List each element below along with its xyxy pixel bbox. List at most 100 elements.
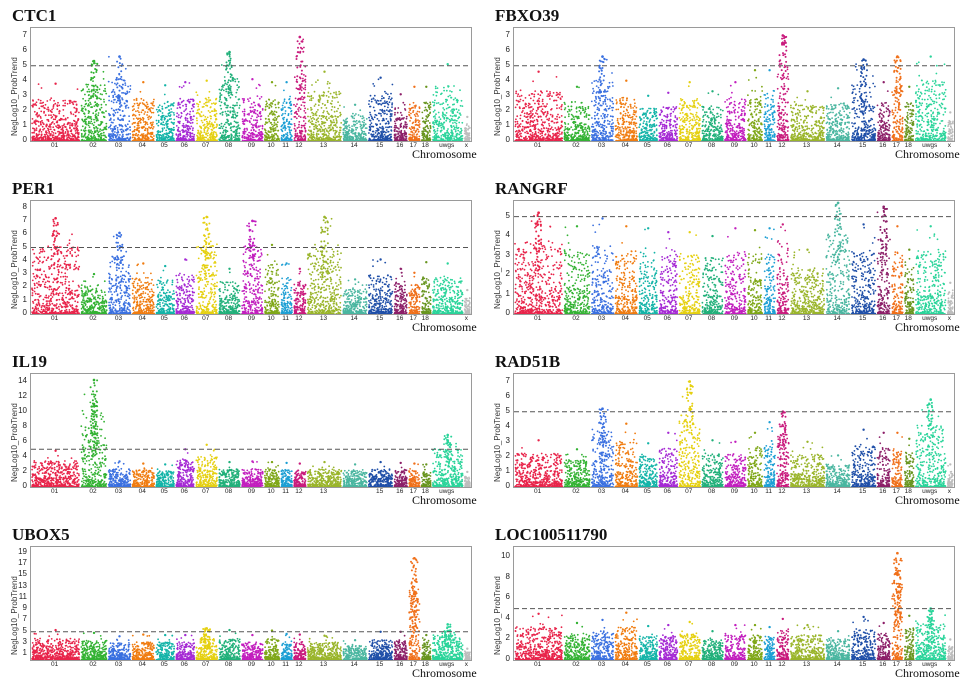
snp-point xyxy=(365,137,367,139)
snp-point xyxy=(310,107,312,109)
snp-point xyxy=(401,117,403,119)
snp-point xyxy=(458,122,460,124)
snp-point xyxy=(418,138,420,140)
snp-point xyxy=(311,118,313,120)
snp-point xyxy=(278,107,280,109)
snp-point xyxy=(165,116,167,118)
snp-point xyxy=(204,119,206,121)
snp-point xyxy=(142,119,144,121)
snp-point xyxy=(75,101,77,103)
snp-point xyxy=(238,99,240,101)
snp-point xyxy=(355,137,357,139)
snp-point xyxy=(458,133,460,135)
snp-point xyxy=(394,121,396,123)
snp-point xyxy=(441,129,443,131)
snp-point xyxy=(249,97,251,99)
snp-point xyxy=(71,138,73,140)
snp-point xyxy=(179,86,181,88)
snp-point xyxy=(287,135,289,137)
snp-point xyxy=(383,113,385,115)
snp-point xyxy=(316,125,318,127)
snp-point xyxy=(120,129,122,131)
snp-point xyxy=(209,121,211,123)
snp-point xyxy=(127,86,129,88)
snp-point xyxy=(211,129,213,131)
snp-point xyxy=(190,116,192,118)
snp-point xyxy=(311,109,313,111)
snp-point xyxy=(363,120,365,122)
snp-point xyxy=(448,107,450,109)
snp-point xyxy=(427,103,429,105)
snp-point xyxy=(421,112,423,114)
snp-point xyxy=(361,118,363,120)
snp-point xyxy=(443,126,445,128)
snp-point xyxy=(38,99,40,101)
snp-point xyxy=(382,136,384,138)
snp-point xyxy=(383,128,385,130)
snp-point xyxy=(251,115,253,117)
snp-point xyxy=(221,88,223,90)
snp-point xyxy=(235,126,237,128)
snp-point xyxy=(224,76,226,78)
snp-point xyxy=(50,128,52,130)
snp-point xyxy=(397,107,399,109)
snp-point xyxy=(266,133,268,135)
snp-point xyxy=(130,85,132,87)
snp-point xyxy=(225,134,227,136)
snp-point xyxy=(206,121,208,123)
snp-point xyxy=(437,124,439,126)
snp-point xyxy=(38,125,40,127)
snp-point xyxy=(219,97,221,99)
snp-point xyxy=(275,127,277,129)
snp-point xyxy=(276,139,278,141)
snp-point xyxy=(82,110,84,112)
snp-point xyxy=(230,130,232,132)
snp-point xyxy=(428,107,430,109)
snp-point xyxy=(380,100,382,102)
snp-point xyxy=(111,82,113,84)
snp-point xyxy=(277,121,279,123)
chromosome-max-point xyxy=(413,86,415,88)
snp-point xyxy=(140,135,142,137)
chromosome-04-points xyxy=(132,81,155,141)
snp-point xyxy=(171,104,173,106)
snp-point xyxy=(211,103,213,105)
snp-point xyxy=(214,114,216,116)
snp-point xyxy=(88,121,90,123)
snp-point xyxy=(342,129,344,131)
y-tick-label: 2 xyxy=(13,105,27,114)
snp-point xyxy=(238,139,240,141)
snp-point xyxy=(412,127,414,129)
snp-point xyxy=(426,120,428,122)
snp-point xyxy=(127,129,129,131)
snp-point xyxy=(190,118,192,120)
snp-point xyxy=(445,99,447,101)
snp-point xyxy=(147,111,149,113)
snp-point xyxy=(207,129,209,131)
snp-point xyxy=(110,133,112,135)
snp-point xyxy=(145,122,147,124)
snp-point xyxy=(419,123,421,125)
snp-point xyxy=(301,139,303,141)
snp-point xyxy=(205,105,207,107)
snp-point xyxy=(225,91,227,93)
snp-point xyxy=(57,124,59,126)
snp-point xyxy=(436,135,438,137)
snp-point xyxy=(53,104,55,106)
snp-point xyxy=(274,114,276,116)
snp-point xyxy=(451,129,453,131)
snp-point xyxy=(103,99,105,101)
snp-point xyxy=(135,115,137,117)
snp-point xyxy=(360,134,362,136)
snp-point xyxy=(164,119,166,121)
snp-point xyxy=(327,83,329,85)
snp-point xyxy=(374,110,376,112)
snp-point xyxy=(152,128,154,130)
chromosome-uwgs-points xyxy=(432,63,464,141)
snp-point xyxy=(159,110,161,112)
snp-point xyxy=(141,111,143,113)
snp-point xyxy=(230,123,232,125)
snp-point xyxy=(438,112,440,114)
snp-point xyxy=(176,116,178,118)
snp-point xyxy=(139,118,141,120)
